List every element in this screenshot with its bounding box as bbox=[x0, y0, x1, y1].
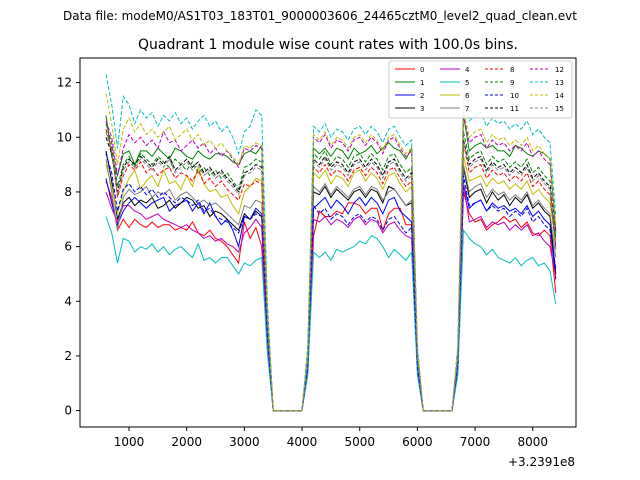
series-line-2 bbox=[105, 178, 557, 412]
legend-label-6: 6 bbox=[465, 92, 470, 100]
y-tick-label-2: 2 bbox=[64, 349, 72, 363]
y-tick-label-4: 4 bbox=[64, 294, 72, 308]
series-line-0 bbox=[105, 180, 557, 412]
legend-label-9: 9 bbox=[510, 79, 514, 87]
y-tick-label-12: 12 bbox=[57, 76, 72, 90]
x-tick-label-3000: 3000 bbox=[229, 435, 260, 449]
series-line-8 bbox=[105, 128, 557, 412]
legend-label-12: 12 bbox=[555, 66, 564, 74]
series-lines-group bbox=[105, 74, 557, 412]
series-line-4 bbox=[105, 183, 557, 412]
x-tick-label-5000: 5000 bbox=[344, 435, 375, 449]
legend-frame bbox=[388, 60, 573, 119]
y-tick-label-8: 8 bbox=[64, 185, 72, 199]
series-line-14 bbox=[105, 93, 557, 412]
x-tick-label-6000: 6000 bbox=[402, 435, 433, 449]
x-tick-label-7000: 7000 bbox=[460, 435, 491, 449]
series-line-6 bbox=[105, 156, 557, 412]
x-axis: 1000 2000 3000 4000 5000 6000 7000 8000 bbox=[114, 427, 548, 449]
legend-label-11: 11 bbox=[510, 105, 519, 113]
series-line-15 bbox=[105, 131, 557, 412]
legend-label-1: 1 bbox=[420, 79, 424, 87]
figure-suptitle: Data file: modeM0/AS1T03_183T01_90000036… bbox=[63, 9, 577, 23]
series-line-5 bbox=[105, 216, 557, 412]
chart-title: Quadrant 1 module wise count rates with … bbox=[138, 37, 518, 53]
series-line-1 bbox=[105, 115, 557, 412]
series-line-13 bbox=[105, 74, 557, 412]
y-tick-label-0: 0 bbox=[64, 404, 72, 418]
x-tick-label-2000: 2000 bbox=[171, 435, 202, 449]
x-tick-label-4000: 4000 bbox=[287, 435, 318, 449]
legend-label-0: 0 bbox=[420, 66, 424, 74]
series-line-7 bbox=[105, 159, 557, 412]
x-tick-label-1000: 1000 bbox=[114, 435, 145, 449]
legend-label-5: 5 bbox=[465, 79, 469, 87]
series-line-10 bbox=[105, 153, 557, 412]
legend-label-3: 3 bbox=[420, 105, 424, 113]
legend-label-14: 14 bbox=[555, 92, 564, 100]
legend-label-10: 10 bbox=[510, 92, 519, 100]
y-tick-label-6: 6 bbox=[64, 240, 72, 254]
y-axis: 0 2 4 6 8 10 12 bbox=[57, 76, 80, 418]
legend-label-4: 4 bbox=[465, 66, 470, 74]
plot-frame bbox=[79, 57, 577, 428]
y-tick-label-10: 10 bbox=[57, 130, 72, 144]
x-offset-label: +3.2391e8 bbox=[508, 455, 575, 469]
series-line-3 bbox=[105, 150, 557, 412]
legend-label-7: 7 bbox=[465, 105, 469, 113]
legend-label-15: 15 bbox=[555, 105, 564, 113]
legend-label-2: 2 bbox=[420, 92, 424, 100]
series-line-11 bbox=[105, 137, 557, 412]
legend-label-8: 8 bbox=[510, 66, 514, 74]
x-tick-label-8000: 8000 bbox=[517, 435, 548, 449]
series-line-12 bbox=[105, 115, 557, 412]
legend-label-13: 13 bbox=[555, 79, 564, 87]
